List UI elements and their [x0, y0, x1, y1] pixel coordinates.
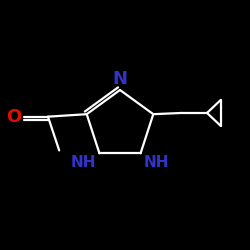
Text: O: O	[6, 108, 21, 126]
Text: NH: NH	[144, 154, 169, 170]
Text: N: N	[112, 70, 128, 88]
Text: NH: NH	[71, 154, 96, 170]
